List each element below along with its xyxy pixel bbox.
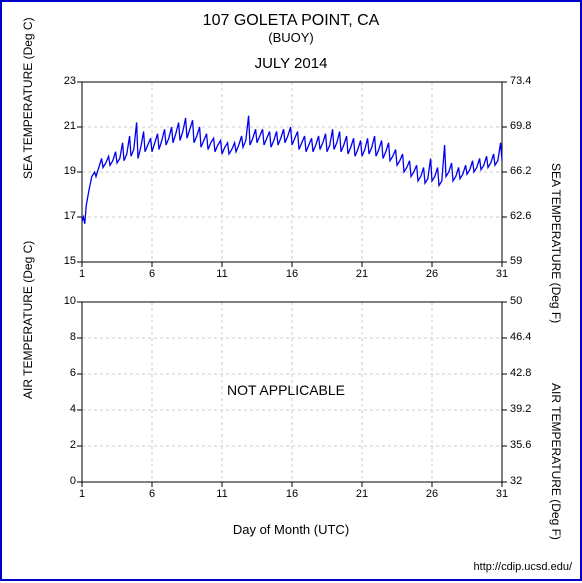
xtick: 31 bbox=[494, 268, 510, 280]
yaxis-right-label: SEA TEMPERATURE (Deg F) bbox=[549, 163, 563, 179]
ytick-right: 66.2 bbox=[510, 165, 531, 177]
ytick-right: 69.8 bbox=[510, 120, 531, 132]
ytick-left: 2 bbox=[50, 439, 76, 451]
ytick-left: 4 bbox=[50, 403, 76, 415]
ytick-right: 39.2 bbox=[510, 403, 531, 415]
ytick-right: 73.4 bbox=[510, 75, 531, 87]
not-applicable-text: NOT APPLICABLE bbox=[227, 382, 345, 398]
yaxis-right-label: AIR TEMPERATURE (Deg F) bbox=[549, 383, 563, 399]
xtick: 6 bbox=[144, 488, 160, 500]
ytick-left: 15 bbox=[50, 255, 76, 267]
ytick-right: 35.6 bbox=[510, 439, 531, 451]
chart-frame: 107 GOLETA POINT, CA (BUOY) JULY 2014 15… bbox=[0, 0, 582, 581]
yaxis-left-label: AIR TEMPERATURE (Deg C) bbox=[21, 383, 35, 399]
xtick: 26 bbox=[424, 488, 440, 500]
ytick-right: 62.6 bbox=[510, 210, 531, 222]
xtick: 1 bbox=[74, 488, 90, 500]
ytick-left: 6 bbox=[50, 367, 76, 379]
xtick: 26 bbox=[424, 268, 440, 280]
ytick-left: 8 bbox=[50, 331, 76, 343]
xtick: 31 bbox=[494, 488, 510, 500]
xtick: 16 bbox=[284, 488, 300, 500]
ytick-right: 46.4 bbox=[510, 331, 531, 343]
ytick-left: 17 bbox=[50, 210, 76, 222]
xtick: 21 bbox=[354, 488, 370, 500]
ytick-left: 19 bbox=[50, 165, 76, 177]
yaxis-left-label: SEA TEMPERATURE (Deg C) bbox=[21, 163, 35, 179]
xtick: 16 bbox=[284, 268, 300, 280]
ytick-right: 59 bbox=[510, 255, 522, 267]
ytick-left: 0 bbox=[50, 475, 76, 487]
xaxis-title: Day of Month (UTC) bbox=[2, 522, 580, 537]
xtick: 11 bbox=[214, 268, 230, 280]
ytick-right: 50 bbox=[510, 295, 522, 307]
ytick-left: 23 bbox=[50, 75, 76, 87]
xtick: 6 bbox=[144, 268, 160, 280]
ytick-left: 10 bbox=[50, 295, 76, 307]
xtick: 11 bbox=[214, 488, 230, 500]
xtick: 21 bbox=[354, 268, 370, 280]
xtick: 1 bbox=[74, 268, 90, 280]
footer-url: http://cdip.ucsd.edu/ bbox=[474, 561, 572, 573]
ytick-left: 21 bbox=[50, 120, 76, 132]
ytick-right: 42.8 bbox=[510, 367, 531, 379]
ytick-right: 32 bbox=[510, 475, 522, 487]
